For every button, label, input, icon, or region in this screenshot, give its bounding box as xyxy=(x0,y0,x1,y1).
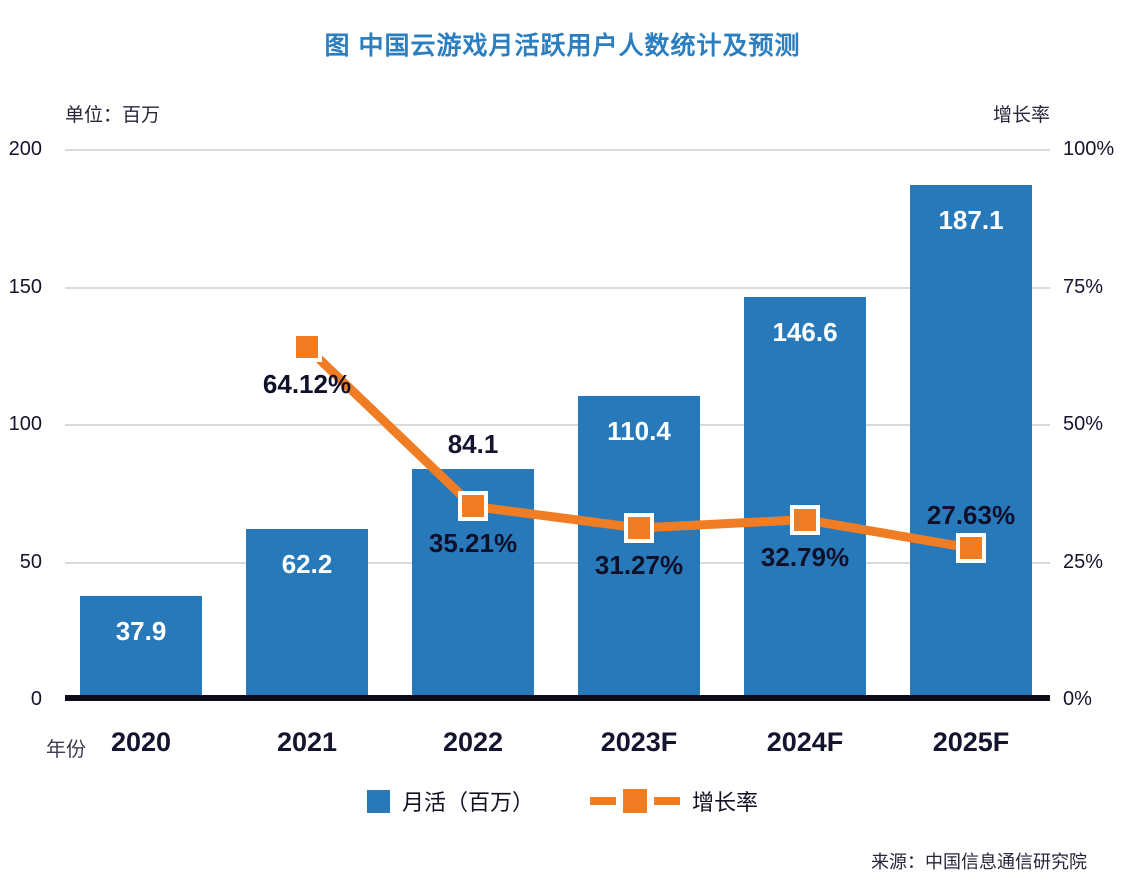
legend-label-mau: 月活（百万） xyxy=(401,790,534,815)
bar-2021 xyxy=(246,528,368,697)
bar-value-label: 62.2 xyxy=(281,548,333,579)
growth-rate-marker xyxy=(292,332,322,363)
x-axis-line xyxy=(65,695,1050,701)
bar-2024F xyxy=(744,296,866,697)
right-axis-tick: 100% xyxy=(1063,138,1115,160)
bar-value-label: 187.1 xyxy=(938,205,1004,236)
bar-series-swatch-icon xyxy=(366,789,390,813)
left-axis-unit-label: 单位：百万 xyxy=(65,105,161,126)
growth-rate-label: 64.12% xyxy=(262,369,352,400)
left-axis-tick: 100 xyxy=(8,413,42,435)
legend-label-growth: 增长率 xyxy=(692,790,759,815)
x-axis-category-2022: 2022 xyxy=(442,727,504,757)
gridline xyxy=(65,424,1050,426)
bar-value-label: 146.6 xyxy=(772,316,838,347)
chart-title: 图 中国云游戏月活跃用户人数统计及预测 xyxy=(324,32,801,60)
x-axis-category-2020: 2020 xyxy=(110,727,172,757)
growth-rate-marker xyxy=(956,533,986,564)
x-axis-title: 年份 xyxy=(46,739,86,761)
growth-rate-marker xyxy=(624,513,654,543)
growth-rate-label: 35.21% xyxy=(428,528,518,559)
growth-rate-marker xyxy=(458,491,488,522)
right-axis-tick: 25% xyxy=(1063,550,1104,573)
left-axis-tick: 50 xyxy=(19,550,42,573)
bar-2025F xyxy=(910,185,1032,697)
bar-2020 xyxy=(80,595,202,697)
growth-rate-label: 31.27% xyxy=(594,550,684,580)
right-axis-tick: 75% xyxy=(1063,275,1104,298)
growth-rate-marker xyxy=(790,504,820,535)
bar-value-label: 110.4 xyxy=(607,416,671,447)
legend-item-growth: 增长率 xyxy=(590,785,758,817)
line-series-swatch-icon xyxy=(590,789,680,813)
source-attribution: 来源：中国信息通信研究院 xyxy=(871,852,1087,872)
legend: 月活（百万） 增长率 xyxy=(0,785,1125,817)
bar-value-label: 84.1 xyxy=(447,428,499,459)
legend-item-mau: 月活（百万） xyxy=(366,785,534,817)
left-axis-tick: 0 xyxy=(30,688,42,710)
right-axis-tick: 0% xyxy=(1063,688,1092,710)
gridline xyxy=(65,149,1050,151)
bar-value-label: 37.9 xyxy=(115,615,167,646)
growth-rate-label: 32.79% xyxy=(760,541,850,572)
x-axis-category-2024F: 2024F xyxy=(766,727,844,757)
right-axis-tick: 50% xyxy=(1063,413,1104,435)
gridline xyxy=(65,286,1050,289)
x-axis-category-2025F: 2025F xyxy=(932,727,1010,757)
left-axis-tick: 150 xyxy=(8,275,42,298)
right-axis-title: 增长率 xyxy=(992,105,1050,126)
gridline xyxy=(65,561,1050,564)
x-axis-category-2023F: 2023F xyxy=(600,727,678,757)
left-axis-tick: 200 xyxy=(8,138,42,160)
growth-rate-label: 27.63% xyxy=(926,500,1016,531)
x-axis-category-2021: 2021 xyxy=(276,727,338,757)
